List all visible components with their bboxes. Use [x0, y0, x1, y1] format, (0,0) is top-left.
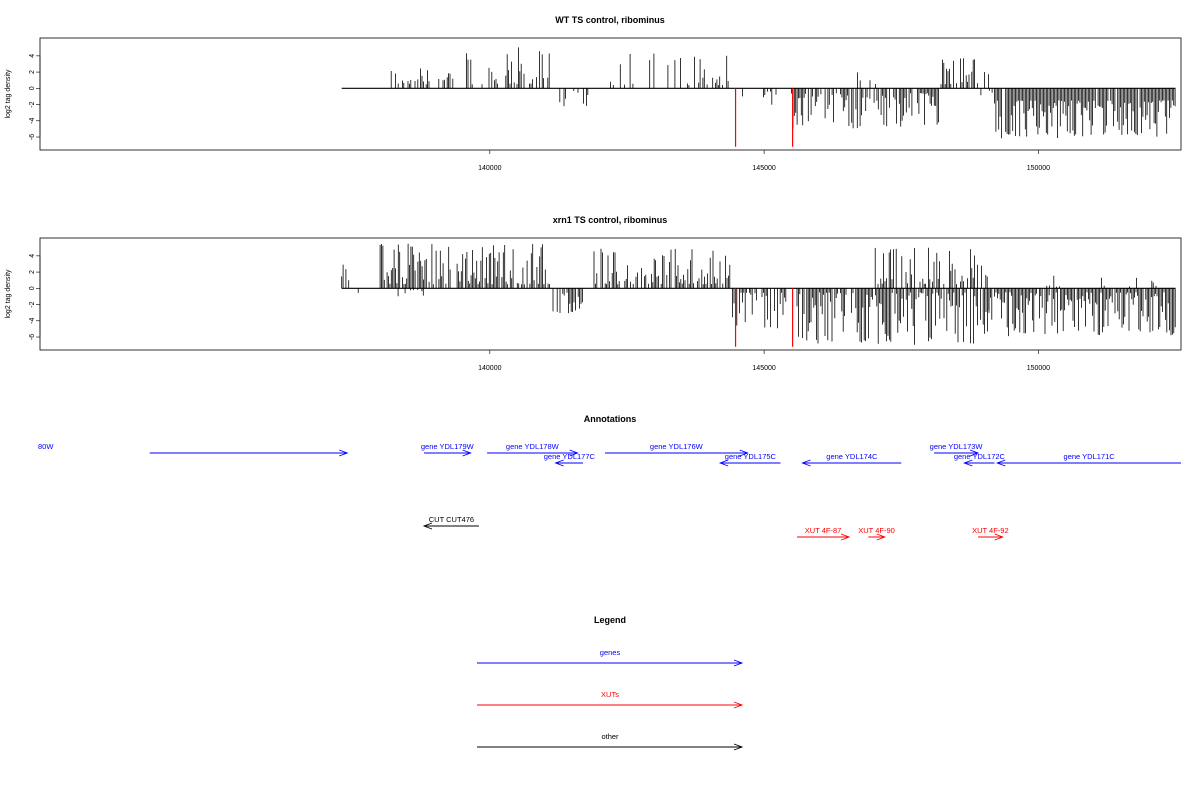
annotation-arrow-head	[718, 459, 729, 467]
annotation-label: gene YDL173W	[930, 442, 984, 451]
legend: Legend genes XUTs other	[477, 615, 744, 751]
panel-wt-ylabel: log2 tag density	[5, 69, 12, 119]
panel-xrn1-title: xrn1 TS control, ribominus	[553, 215, 668, 225]
annotation-feature: gene YDL171C	[995, 452, 1181, 467]
annotation-label: gene YDL175C	[725, 452, 777, 461]
annotation-arrow-head	[569, 449, 579, 457]
annotation-arrow-head	[422, 522, 433, 530]
panel-xrn1-y-axis: 4 2 0 -2 -4 -6	[29, 254, 41, 340]
panel-xrn1: xrn1 TS control, ribominus 4 2 0 -2 -4 -6 140…	[5, 215, 1182, 372]
x-tick-label: 150000	[1027, 165, 1050, 172]
annotation-feature: XUT 4F-87	[797, 526, 851, 541]
legend-items: genes XUTs other	[477, 648, 744, 751]
annotation-label: gene YDL172C	[954, 452, 1006, 461]
panel-wt-bars	[341, 47, 1176, 147]
legend-arrow-head	[733, 659, 744, 667]
y-tick-label: -2	[29, 101, 36, 107]
annotations-title: Annotations	[584, 414, 637, 424]
annotation-label: gene YDL178W	[506, 442, 560, 451]
y-tick-label: 4	[29, 254, 36, 258]
x-tick-label: 145000	[752, 365, 775, 372]
legend-item: XUTs	[477, 690, 744, 709]
y-tick-label: 0	[29, 286, 36, 290]
legend-item: other	[477, 732, 744, 751]
x-tick-label: 140000	[478, 165, 501, 172]
annotation-feature: gene YDL173W	[930, 442, 984, 457]
y-tick-label: 4	[29, 54, 36, 58]
x-tick-label: 145000	[752, 165, 775, 172]
legend-arrow-head	[733, 743, 744, 751]
annotation-arrow-head	[840, 533, 851, 541]
annotation-feature: 80W	[38, 442, 349, 457]
annotation-feature: gene YDL178W	[487, 442, 579, 457]
annotations-panel: Annotations 80W gene YDL179W gene YDL178Wg…	[38, 414, 1181, 541]
panel-wt-x-axis: 140000 145000 150000	[478, 150, 1050, 172]
legend-label: XUTs	[601, 690, 619, 699]
annotation-label: XUT 4F-92	[972, 526, 1009, 535]
y-tick-label: 2	[29, 70, 36, 74]
annotation-label: XUT 4F-90	[858, 526, 895, 535]
annotation-label: XUT 4F-87	[805, 526, 842, 535]
panel-xrn1-x-axis: 140000 145000 150000	[478, 350, 1050, 372]
y-tick-label: -4	[29, 318, 36, 324]
annotation-feature: XUT 4F-90	[858, 526, 895, 541]
annotation-feature: gene YDL172C	[954, 452, 1006, 467]
legend-label: genes	[600, 648, 621, 657]
annotation-feature: gene YDL179W	[421, 442, 475, 457]
panel-xrn1-ylabel: log2 tag density	[5, 269, 12, 319]
annotation-arrow-head	[739, 449, 749, 457]
annotation-label: CUT CUT476	[429, 515, 474, 524]
panel-wt-y-axis: 4 2 0 -2 -4 -6	[29, 54, 41, 140]
panel-xrn1-bars	[341, 243, 1176, 347]
annotation-feature: XUT 4F-92	[972, 526, 1009, 541]
annotation-arrow-head	[876, 533, 887, 541]
annotation-arrow-head	[995, 459, 1006, 467]
annotation-arrow-head	[963, 459, 973, 467]
x-tick-label: 140000	[478, 365, 501, 372]
y-tick-label: -4	[29, 118, 36, 124]
legend-item: genes	[477, 648, 744, 667]
annotation-label: gene YDL174C	[826, 452, 878, 461]
y-tick-label: 2	[29, 270, 36, 274]
annotation-feature: gene YDL174C	[801, 452, 902, 467]
y-tick-label: -6	[29, 334, 36, 340]
annotation-arrow-head	[969, 449, 980, 457]
annotation-label: gene YDL171C	[1064, 452, 1116, 461]
annotation-feature: gene YDL177C	[544, 452, 596, 467]
annotation-feature: gene YDL175C	[718, 452, 781, 467]
annotation-feature: CUT CUT476	[422, 515, 479, 530]
panel-xrn1-frame	[39, 237, 1182, 351]
annotation-arrow-head	[339, 449, 349, 457]
annotation-label: gene YDL177C	[544, 452, 596, 461]
panel-wt-title: WT TS control, ribominus	[555, 15, 665, 25]
x-tick-label: 150000	[1027, 365, 1050, 372]
y-tick-label: 0	[29, 86, 36, 90]
annotation-feature: gene YDL176W	[605, 442, 749, 457]
annotation-label: gene YDL179W	[421, 442, 475, 451]
annotation-arrow-head	[994, 533, 1005, 541]
y-tick-label: -2	[29, 301, 36, 307]
legend-title: Legend	[594, 615, 626, 625]
annotation-arrow-head	[554, 459, 564, 467]
y-tick-label: -6	[29, 134, 36, 140]
legend-label: other	[601, 732, 619, 741]
annotation-arrow-head	[462, 449, 472, 457]
annotation-label: 80W	[38, 442, 54, 451]
legend-arrow-head	[733, 701, 744, 709]
panel-wt: WT TS control, ribominus 4 2 0 -2 -4 -6 14000…	[5, 15, 1182, 172]
annotation-arrow-head	[801, 459, 811, 467]
annotation-label: gene YDL176W	[650, 442, 704, 451]
